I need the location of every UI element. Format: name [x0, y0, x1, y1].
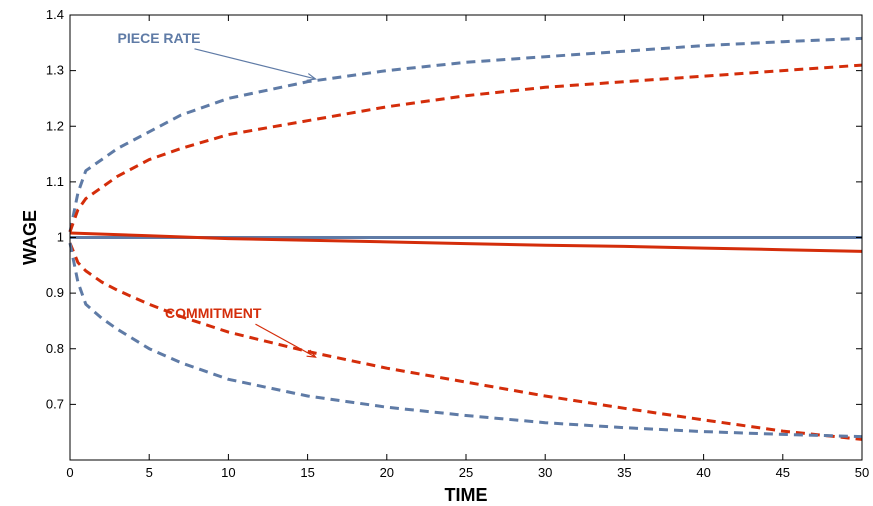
y-tick-label: 0.9 — [46, 285, 64, 300]
annotation-label: PIECE RATE — [118, 30, 201, 46]
series-line-piece-rate-lower — [68, 242, 863, 439]
x-axis-title: TIME — [445, 485, 488, 505]
series-line-commitment-lower — [68, 242, 863, 441]
x-tick-label: 10 — [221, 465, 235, 480]
x-tick-label: 20 — [380, 465, 394, 480]
y-tick-label: 1.4 — [46, 7, 64, 22]
annotation-arrow — [255, 323, 316, 358]
series-line-commitment-upper — [68, 63, 863, 233]
x-tick-label: 30 — [538, 465, 552, 480]
x-tick-label: 0 — [66, 465, 73, 480]
y-tick-label: 1.2 — [46, 118, 64, 133]
y-tick-label: 0.7 — [46, 396, 64, 411]
series-layer — [68, 36, 863, 441]
x-tick-label: 35 — [617, 465, 631, 480]
ticks-layer: 0 5 10 15 20 25 30 35 40 45 50 0.7 0.8 0.9 1 1.1 1.2 1.3 1… — [46, 7, 869, 480]
series-line-piece-rate-upper — [68, 36, 863, 233]
x-tick-label: 45 — [776, 465, 790, 480]
x-tick-label: 25 — [459, 465, 473, 480]
series-line-commitment-flat — [69, 231, 863, 253]
annotations-layer: PIECE RATE COMMITMENT — [118, 30, 318, 358]
y-tick-label: 1.3 — [46, 63, 64, 78]
annotation-arrowhead — [306, 73, 318, 81]
x-tick-label: 40 — [696, 465, 710, 480]
x-tick-label: 15 — [300, 465, 314, 480]
y-tick-label: 1.1 — [46, 174, 64, 189]
y-axis-title: WAGE — [20, 210, 40, 265]
x-tick-label: 50 — [855, 465, 869, 480]
x-tick-label: 5 — [146, 465, 153, 480]
annotation-label: COMMITMENT — [165, 305, 262, 321]
y-tick-label: 0.8 — [46, 341, 64, 356]
y-tick-label: 1 — [57, 230, 64, 245]
annotation-arrowhead — [306, 349, 317, 358]
annotation-arrow — [194, 48, 316, 80]
